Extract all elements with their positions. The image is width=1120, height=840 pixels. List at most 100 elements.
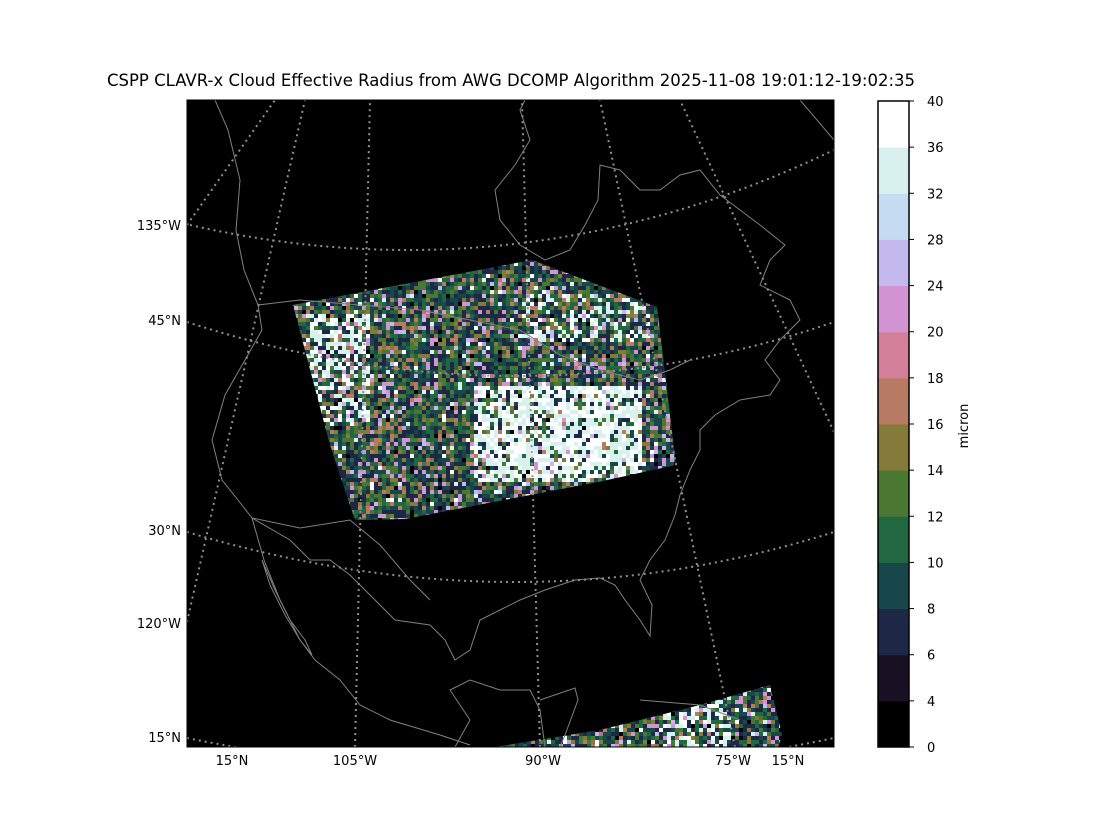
swath-pixel (578, 386, 582, 390)
swath-pixel (430, 362, 434, 366)
swath-pixel (646, 406, 650, 410)
swath-pixel (322, 358, 326, 362)
swath-pixel (558, 298, 562, 302)
swath-pixel (322, 406, 326, 410)
swath-pixel (438, 438, 442, 442)
swath-pixel (570, 430, 574, 434)
swath-pixel (338, 446, 342, 450)
swath-pixel (446, 302, 450, 306)
swath-pixel (350, 390, 354, 394)
swath-pixel (374, 402, 378, 406)
swath-pixel (518, 282, 522, 286)
swath-pixel (574, 422, 578, 426)
swath-pixel (402, 418, 406, 422)
swath-pixel (394, 410, 398, 414)
swath-pixel (574, 378, 578, 382)
swath-pixel (366, 434, 370, 438)
swath-pixel (442, 438, 446, 442)
swath-pixel (414, 354, 418, 358)
swath-pixel (358, 378, 362, 382)
swath-pixel (350, 314, 354, 318)
swath-pixel (606, 386, 610, 390)
swath-pixel (294, 306, 298, 310)
swath-pixel (510, 346, 514, 350)
swath-pixel (334, 302, 338, 306)
swath-pixel (598, 390, 602, 394)
swath-pixel (602, 334, 606, 338)
swath-pixel (474, 326, 478, 330)
swath-pixel (630, 426, 634, 430)
swath-pixel (374, 442, 378, 446)
swath-pixel (442, 342, 446, 346)
swath-pixel (502, 330, 506, 334)
swath-pixel (310, 330, 314, 334)
swath-pixel (354, 370, 358, 374)
swath-pixel (498, 378, 502, 382)
swath-pixel (322, 410, 326, 414)
swath-pixel (650, 386, 654, 390)
swath-pixel (406, 350, 410, 354)
swath-pixel (338, 326, 342, 330)
swath-pixel (534, 390, 538, 394)
swath-pixel (538, 418, 542, 422)
swath-pixel (542, 378, 546, 382)
swath-pixel (570, 330, 574, 334)
swath-pixel (658, 354, 662, 358)
swath-pixel (554, 306, 558, 310)
swath-pixel (334, 362, 338, 366)
swath-pixel (566, 326, 570, 330)
swath-pixel (446, 306, 450, 310)
swath-pixel (654, 382, 658, 386)
swath-pixel (634, 398, 638, 402)
swath-pixel (422, 298, 426, 302)
swath-pixel (422, 418, 426, 422)
swath-pixel (506, 350, 510, 354)
swath-pixel (634, 338, 638, 342)
swath-pixel (646, 390, 650, 394)
swath-pixel (342, 354, 346, 358)
swath-pixel (490, 406, 494, 410)
swath-pixel (598, 398, 602, 402)
swath-pixel (410, 298, 414, 302)
swath-pixel (390, 414, 394, 418)
swath-pixel (322, 298, 326, 302)
swath-pixel (350, 318, 354, 322)
swath-pixel (330, 382, 334, 386)
swath-pixel (514, 394, 518, 398)
swath-pixel (430, 390, 434, 394)
swath-pixel (434, 314, 438, 318)
swath-pixel (550, 310, 554, 314)
swath-pixel (350, 382, 354, 386)
swath-pixel (530, 394, 534, 398)
swath-pixel (434, 414, 438, 418)
swath-pixel (502, 354, 506, 358)
swath-pixel (302, 322, 306, 326)
swath-pixel (578, 390, 582, 394)
swath-pixel (330, 446, 334, 450)
swath-pixel (538, 378, 542, 382)
swath-pixel (582, 374, 586, 378)
swath-pixel (566, 294, 570, 298)
swath-pixel (554, 390, 558, 394)
swath-pixel (334, 350, 338, 354)
swath-pixel (610, 358, 614, 362)
swath-pixel (634, 310, 638, 314)
swath-pixel (494, 358, 498, 362)
swath-pixel (666, 406, 670, 410)
swath-pixel (546, 350, 550, 354)
swath-pixel (518, 378, 522, 382)
swath-pixel (486, 274, 490, 278)
swath-pixel (410, 294, 414, 298)
swath-pixel (494, 326, 498, 330)
swath-pixel (438, 326, 442, 330)
swath-pixel (614, 406, 618, 410)
swath-pixel (618, 406, 622, 410)
swath-pixel (490, 366, 494, 370)
swath-pixel (490, 442, 494, 446)
swath-pixel (574, 282, 578, 286)
swath-pixel (606, 314, 610, 318)
swath-pixel (346, 414, 350, 418)
swath-pixel (346, 406, 350, 410)
swath-pixel (662, 382, 666, 386)
swath-pixel (578, 402, 582, 406)
